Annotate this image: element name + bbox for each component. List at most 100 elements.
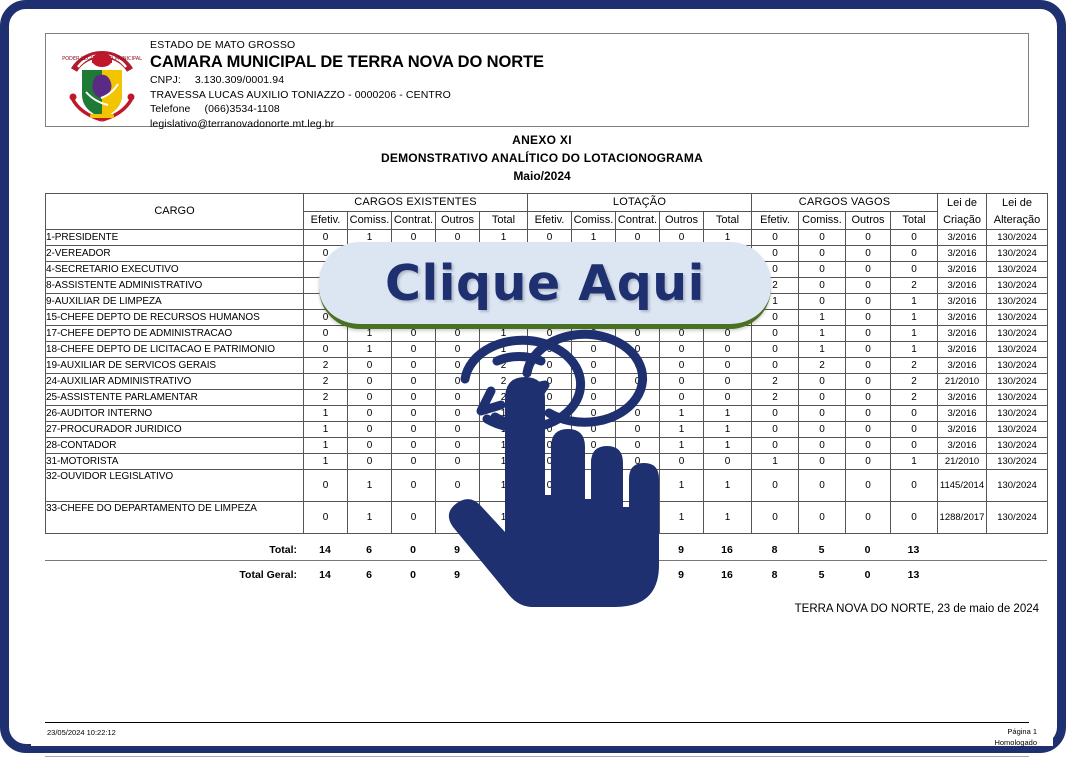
cell-cargo: 24-AUXILIAR ADMINISTRATIVO xyxy=(45,373,304,390)
cell-ex-1: 1 xyxy=(347,501,392,534)
cell-lo-4: 1 xyxy=(702,421,753,438)
col-header-cargo: CARGO xyxy=(45,193,304,230)
total-va-3: 13 xyxy=(907,544,920,556)
cell-cargo: 28-CONTADOR xyxy=(45,437,304,454)
cell-lei-criacao: 3/2016 xyxy=(937,229,988,246)
cell-va-2: 0 xyxy=(845,229,892,246)
total-ex-0: 14 xyxy=(319,544,331,556)
cell-ex-1: 0 xyxy=(347,357,392,374)
cell-lei-criacao: 3/2016 xyxy=(937,277,988,294)
cell-va-2: 0 xyxy=(845,469,892,502)
cell-lei-alteracao: 130/2024 xyxy=(986,325,1049,342)
cell-va-3: 2 xyxy=(890,373,939,390)
cell-ex-1: 0 xyxy=(347,421,392,438)
cell-lei-alteracao: 130/2024 xyxy=(986,405,1049,422)
clique-aqui-button[interactable]: Clique Aqui xyxy=(319,242,771,329)
cell-lo-3: 1 xyxy=(659,501,704,534)
cell-lei-criacao: 3/2016 xyxy=(937,357,988,374)
col-header-lo-contrat: Contrat. xyxy=(615,211,660,230)
cell-lei-alteracao: 130/2024 xyxy=(986,357,1049,374)
total-geral-row: Total Geral:146092907091685013 xyxy=(45,565,1047,585)
letterhead-text: ESTADO DE MATO GROSSO CAMARA MUNICIPAL D… xyxy=(150,39,544,132)
total_geral-ex-2: 0 xyxy=(410,569,416,581)
cell-lei-criacao: 3/2016 xyxy=(937,293,988,310)
cell-ex-1: 1 xyxy=(347,341,392,358)
footer-status: Homologado xyxy=(994,738,1037,747)
cell-ex-2: 0 xyxy=(391,437,436,454)
spacer xyxy=(986,565,1047,585)
report-title: DEMONSTRATIVO ANALÍTICO DO LOTACIONOGRAM… xyxy=(381,151,703,165)
col-header-ex-total: Total xyxy=(479,211,528,230)
cell-ex-1: 0 xyxy=(347,405,392,422)
cnpj-line: CNPJ: 3.130.309/0001.94 xyxy=(150,74,544,86)
cell-lo-4: 0 xyxy=(702,357,753,374)
cell-va-1: 0 xyxy=(798,293,847,310)
cell-lei-alteracao: 130/2024 xyxy=(986,293,1049,310)
cell-lo-4: 1 xyxy=(702,469,753,502)
cell-lei-criacao: 3/2016 xyxy=(937,421,988,438)
cell-va-2: 0 xyxy=(845,261,892,278)
cell-ex-0: 2 xyxy=(303,389,348,406)
total-va-0: 8 xyxy=(771,544,778,556)
cell-lei-criacao: 21/2010 xyxy=(937,373,988,390)
total-va-2: 0 xyxy=(864,544,871,556)
table-group-header-row: CARGO CARGOS EXISTENTES LOTAÇÃO CARGOS V… xyxy=(45,193,1049,230)
cell-ex-2: 0 xyxy=(391,453,436,470)
total_geral-lo-4: 16 xyxy=(721,569,733,581)
cell-ex-0: 0 xyxy=(303,229,348,246)
cell-va-0: 0 xyxy=(751,405,800,422)
cell-va-3: 1 xyxy=(890,325,939,342)
total-ex-2: 0 xyxy=(410,544,416,556)
cell-cargo: 27-PROCURADOR JURIDICO xyxy=(45,421,304,438)
cell-cargo: 15-CHEFE DEPTO DE RECURSOS HUMANOS xyxy=(45,309,304,326)
col-group-cargos-vagos: CARGOS VAGOS xyxy=(751,193,939,212)
cell-lei-alteracao: 130/2024 xyxy=(986,277,1049,294)
total-geral-table: Total Geral:146092907091685013 xyxy=(45,565,1047,585)
address-line: TRAVESSA LUCAS AUXILIO TONIAZZO - 000020… xyxy=(150,88,451,101)
cell-va-1: 0 xyxy=(798,373,847,390)
cell-va-0: 1 xyxy=(751,453,800,470)
table-sub-header-row: Efetiv. Comiss. Contrat. Outros Total Ef… xyxy=(46,211,1048,230)
col-header-lo-efetiv: Efetiv. xyxy=(527,211,572,230)
cell-va-1: 0 xyxy=(798,229,847,246)
camara-municipal-crest-icon: PODER LEGISLATIVO MUNICIPAL xyxy=(62,40,142,122)
cell-ex-0: 1 xyxy=(303,453,348,470)
total-va-1: 5 xyxy=(818,544,825,556)
cell-ex-2: 0 xyxy=(391,405,436,422)
cell-va-1: 0 xyxy=(798,405,847,422)
cell-ex-0: 2 xyxy=(303,373,348,390)
cell-va-1: 0 xyxy=(798,437,847,454)
report-period: Maio/2024 xyxy=(513,169,571,183)
cell-lei-criacao: 3/2016 xyxy=(937,245,988,262)
cell-lei-alteracao: 130/2024 xyxy=(986,229,1049,246)
cell-ex-2: 0 xyxy=(391,469,436,502)
cell-va-3: 1 xyxy=(890,341,939,358)
cell-va-1: 1 xyxy=(798,341,847,358)
cell-va-3: 1 xyxy=(890,453,939,470)
cell-va-1: 2 xyxy=(798,357,847,374)
cell-va-1: 1 xyxy=(798,325,847,342)
cell-ex-2: 0 xyxy=(391,341,436,358)
cell-va-3: 1 xyxy=(890,309,939,326)
total_geral-ex-0: 14 xyxy=(319,569,331,581)
cell-va-2: 0 xyxy=(845,405,892,422)
cell-va-1: 0 xyxy=(798,261,847,278)
email-line: legislativo@terranovadonorte.mt.leg.br xyxy=(150,117,335,130)
table-row: 24-AUXILIAR ADMINISTRATIVO 2 0 0 0 2 0 0 0 0 0 2 0 0 2… xyxy=(45,373,1049,390)
cell-va-2: 0 xyxy=(845,309,892,326)
total-lo-4: 16 xyxy=(721,544,733,556)
cell-va-0: 0 xyxy=(751,229,800,246)
cell-cargo: 26-AUDITOR INTERNO xyxy=(45,405,304,422)
letterhead-box: PODER LEGISLATIVO MUNICIPAL ESTADO DE xyxy=(45,33,1029,130)
cell-cargo: 18-CHEFE DEPTO DE LICITACAO E PATRIMONIO xyxy=(45,341,304,358)
cnpj-value: 3.130.309/0001.94 xyxy=(194,74,285,86)
cell-va-0: 2 xyxy=(751,373,800,390)
lei-criacao-line1: Lei de xyxy=(947,196,977,209)
cell-ex-1: 0 xyxy=(347,389,392,406)
table-row: 1-PRESIDENTE 0 1 0 0 1 0 1 0 0 1 0 0 0 0 3/2016 130/2024 xyxy=(45,229,1049,246)
cell-cargo: 32-OUVIDOR LEGISLATIVO xyxy=(45,469,304,502)
cell-va-3: 0 xyxy=(890,469,939,502)
total-ex-1: 6 xyxy=(366,544,372,556)
total_geral-ex-3: 9 xyxy=(454,569,460,581)
footer-divider xyxy=(45,722,1029,723)
